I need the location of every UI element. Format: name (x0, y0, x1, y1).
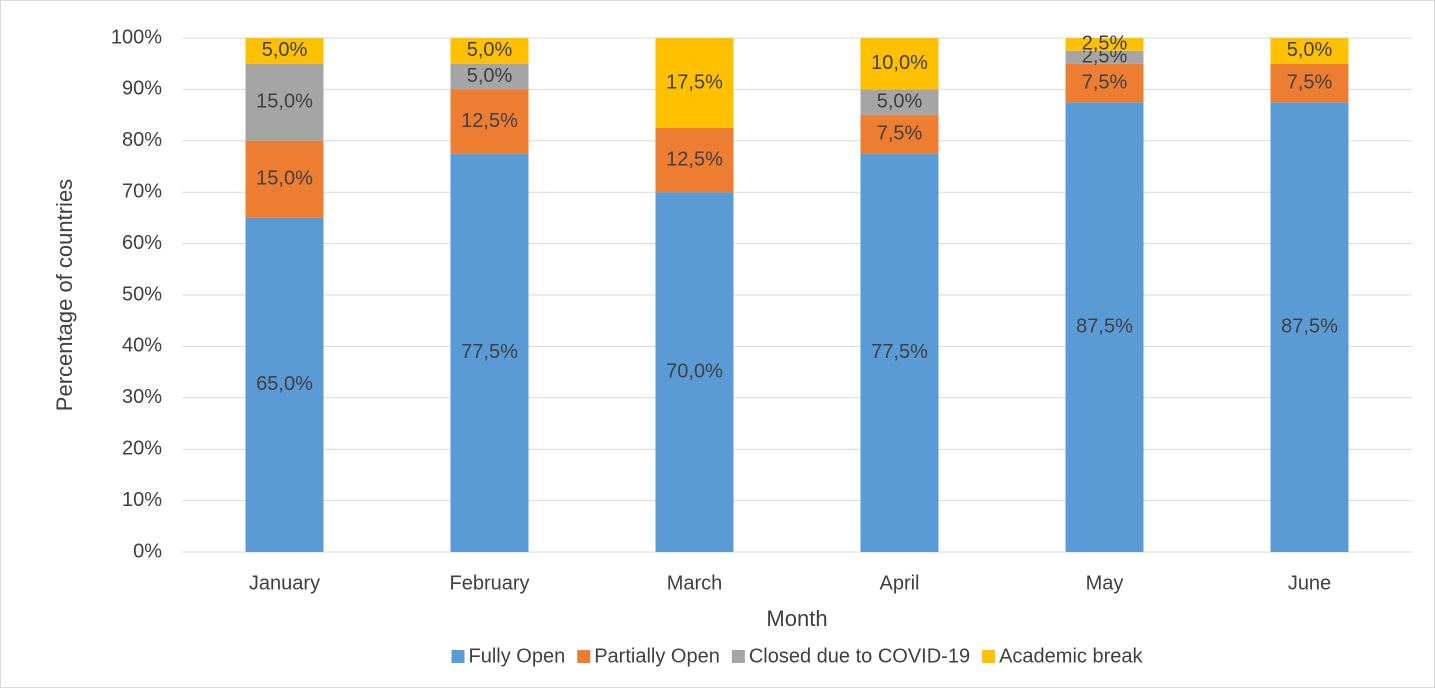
bar-segment (245, 217, 324, 552)
y-tick-label: 50% (122, 283, 162, 305)
data-label: 15,0% (256, 168, 313, 190)
y-tick-label: 40% (122, 335, 162, 357)
legend-label: Closed due to COVID-19 (749, 645, 970, 667)
bar-segment (1270, 63, 1349, 103)
bar-segment (1065, 50, 1144, 64)
y-tick-label: 90% (122, 78, 162, 100)
y-tick-label: 100% (111, 26, 162, 48)
bar-segment (655, 38, 734, 128)
data-label: 7,5% (877, 123, 923, 145)
y-axis-title: Percentage of countries (52, 179, 77, 411)
data-label: 7,5% (1082, 71, 1128, 93)
data-label: 5,0% (467, 39, 513, 61)
data-label: 5,0% (877, 91, 923, 113)
legend-label: Academic break (999, 645, 1143, 667)
x-tick-label: February (449, 572, 529, 594)
data-label: 87,5% (1281, 315, 1338, 337)
bar-segment (860, 115, 939, 154)
legend-swatch (731, 650, 745, 663)
data-label: 65,0% (256, 373, 313, 395)
y-tick-label: 60% (122, 232, 162, 254)
bar-segment (1270, 38, 1349, 64)
bar-segment (245, 38, 324, 64)
x-tick-label: May (1086, 572, 1124, 594)
y-tick-label: 20% (122, 437, 162, 459)
data-label: 70,0% (666, 360, 723, 382)
bar-segment (1065, 102, 1144, 552)
data-label: 77,5% (871, 341, 928, 363)
data-label: 17,5% (666, 71, 723, 93)
data-label: 12,5% (461, 110, 518, 132)
bar-segment (655, 192, 734, 552)
legend-swatch (577, 650, 591, 663)
data-label: 5,0% (1287, 39, 1333, 61)
bar-segment (860, 153, 939, 552)
legend-swatch (982, 650, 996, 663)
x-tick-label: June (1288, 572, 1331, 594)
bar-segment (450, 153, 529, 552)
data-label: 12,5% (666, 148, 723, 170)
y-tick-label: 10% (122, 489, 162, 511)
bar-segment (1065, 63, 1144, 103)
bar-segment (245, 63, 324, 141)
y-tick-label: 0% (133, 540, 162, 562)
bar-segment (1065, 38, 1144, 51)
y-tick-label: 30% (122, 386, 162, 408)
bar-segment (450, 63, 529, 90)
data-label: 2,5% (1082, 33, 1128, 55)
x-axis-title: Month (766, 606, 827, 631)
data-label: 87,5% (1076, 315, 1133, 337)
bar-segment (1270, 102, 1349, 552)
bar-segment (655, 127, 734, 193)
data-label: 5,0% (262, 39, 308, 61)
data-label: 77,5% (461, 341, 518, 363)
data-label: 15,0% (256, 91, 313, 113)
bar-segment (860, 89, 939, 116)
data-label: 7,5% (1287, 71, 1333, 93)
bar-segment (245, 140, 324, 218)
x-tick-label: January (249, 572, 320, 594)
bar-segment (450, 38, 529, 64)
data-label: 2,5% (1082, 46, 1128, 68)
bar-segment (450, 89, 529, 154)
data-label: 10,0% (871, 52, 928, 74)
legend-swatch (451, 650, 465, 663)
y-tick-label: 80% (122, 129, 162, 151)
y-tick-label: 70% (122, 180, 162, 202)
bar-segment (860, 38, 939, 90)
x-tick-label: April (879, 572, 919, 594)
legend-label: Fully Open (469, 645, 566, 667)
x-tick-label: March (667, 572, 723, 594)
legend-label: Partially Open (594, 645, 720, 667)
data-label: 5,0% (467, 65, 513, 87)
